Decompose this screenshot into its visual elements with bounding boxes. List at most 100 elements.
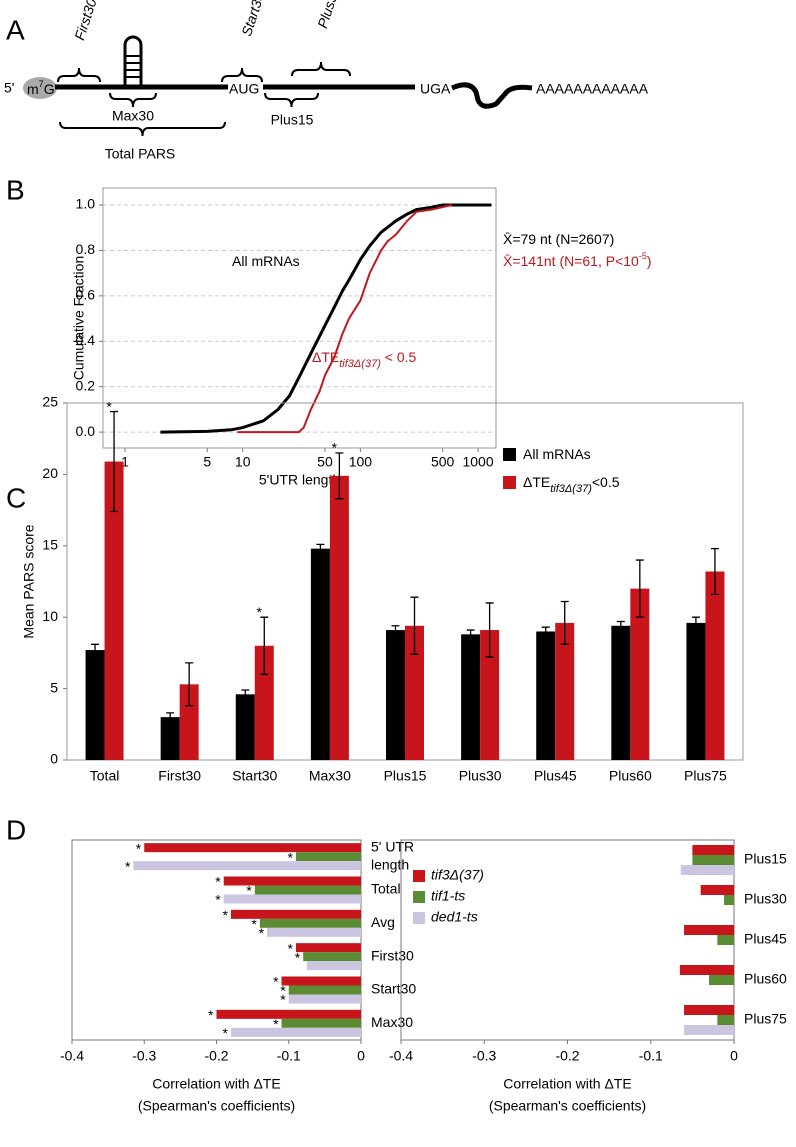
name-sub: tif3Δ(37): [550, 483, 592, 495]
stat-tail: ): [647, 253, 652, 269]
y-tick-label: 1.0: [76, 196, 96, 212]
significance-marker: *: [136, 840, 142, 856]
error-bar: [691, 616, 700, 630]
name-sub: tif3Δ(37): [339, 358, 381, 370]
bar: [480, 630, 500, 760]
x-tick-label: 1000: [462, 454, 493, 470]
legend-swatch: [503, 448, 516, 461]
y-tick-label: 20: [42, 465, 58, 481]
bar: [281, 976, 361, 986]
panel-label: B: [6, 174, 25, 205]
hairpin-rungs: [125, 55, 141, 78]
error-bar: [410, 596, 419, 655]
legend-swatch: [413, 912, 425, 924]
error-bar: [166, 712, 175, 723]
panel-label: A: [6, 14, 25, 45]
panel-label: D: [6, 814, 26, 845]
error-bar: [316, 543, 325, 554]
bar: [684, 1005, 734, 1015]
error-bar: [110, 410, 119, 513]
y-tick-label: 0: [50, 751, 58, 767]
x-axis-label: Correlation with ΔTE: [503, 1076, 631, 1092]
bar: [717, 935, 734, 945]
bar: [686, 622, 706, 760]
significance-marker: *: [215, 892, 221, 908]
name-main: All mRNAs: [523, 446, 591, 462]
y-axis-label: Cumulative Fraction: [71, 256, 87, 381]
x-tick-label: -0.3: [472, 1048, 496, 1064]
x-tick-label: 50: [317, 454, 333, 470]
y-tick-label: 0.4: [76, 332, 96, 348]
bar: [611, 625, 631, 760]
stat-text: X̄=79 nt (N=2607): [503, 231, 614, 247]
bar: [216, 1009, 361, 1019]
bar: [461, 634, 481, 760]
y-tick-label: Avg: [371, 914, 395, 930]
y-tick-label: 5' UTR: [371, 838, 414, 854]
brace: [291, 61, 351, 77]
bar: [306, 961, 361, 971]
cap-sup: 7: [39, 79, 44, 89]
x-tick-label: Start30: [232, 768, 277, 784]
error-bar: [391, 625, 400, 635]
bar: [692, 855, 734, 865]
x-tick-label: 0: [357, 1048, 365, 1064]
bar: [717, 1015, 734, 1025]
legend-swatch: [503, 476, 516, 489]
y-tick-label: 0.6: [76, 287, 96, 303]
x-tick-label: First30: [158, 768, 201, 784]
bar: [630, 588, 650, 760]
bar: [281, 1018, 361, 1028]
significance-marker: *: [295, 949, 301, 965]
x-tick-label: -0.1: [639, 1048, 663, 1064]
significance-marker: *: [246, 883, 252, 899]
x-axis-label: (Spearman's coefficients): [489, 1098, 646, 1114]
x-tick-label: Plus45: [534, 768, 577, 784]
brace: [109, 92, 157, 108]
error-bar: [241, 689, 250, 700]
x-tick-label: Plus75: [684, 768, 727, 784]
error-bar: [185, 662, 194, 707]
x-axis-label: (Spearman's coefficients): [138, 1098, 295, 1114]
bar: [536, 631, 556, 760]
y-tick-label: Total: [371, 881, 401, 897]
bar: [709, 975, 734, 985]
significance-marker: *: [259, 925, 265, 941]
bar: [254, 645, 274, 760]
bar: [386, 630, 405, 760]
error-bar: [466, 629, 475, 640]
bar: [267, 927, 361, 937]
bar: [700, 885, 734, 895]
bar: [133, 861, 361, 871]
bar: [144, 843, 361, 853]
stat-annotation: X̄=79 nt (N=2607): [503, 231, 614, 247]
x-tick-label: 5: [203, 454, 211, 470]
bar: [288, 985, 361, 995]
x-tick-label: 0: [730, 1048, 738, 1064]
x-tick-label: Plus60: [609, 768, 652, 784]
x-tick-label: Total: [90, 768, 120, 784]
brace: [57, 67, 101, 83]
region-label: Max30: [112, 108, 154, 124]
series-name: All mRNAs: [523, 446, 591, 462]
y-tick-label: Plus30: [744, 891, 787, 907]
x-tick-label: -0.2: [555, 1048, 579, 1064]
bar: [705, 571, 725, 760]
utr3-squiggle: [450, 82, 533, 109]
stat-annotation: X̄=141nt (N=61, P<10-5): [503, 251, 652, 268]
panel-label: C: [6, 482, 26, 513]
significance-marker: *: [251, 916, 257, 932]
x-tick-label: -0.4: [60, 1048, 84, 1064]
y-tick-label: Plus15: [744, 851, 787, 867]
stat-text: X̄=141nt (N=61, P<10: [503, 253, 639, 269]
poly-a: AAAAAAAAAAAA: [536, 81, 649, 97]
plot-frame: [102, 187, 497, 449]
x-tick-label: -0.4: [389, 1048, 413, 1064]
x-tick-label: Plus15: [384, 768, 427, 784]
name-main: ΔTE: [523, 474, 550, 490]
y-tick-label: Plus45: [744, 931, 787, 947]
region-label: First30: [71, 0, 100, 42]
error-bar: [335, 452, 344, 500]
significance-marker: *: [215, 874, 221, 890]
significance-marker: *: [106, 398, 112, 414]
